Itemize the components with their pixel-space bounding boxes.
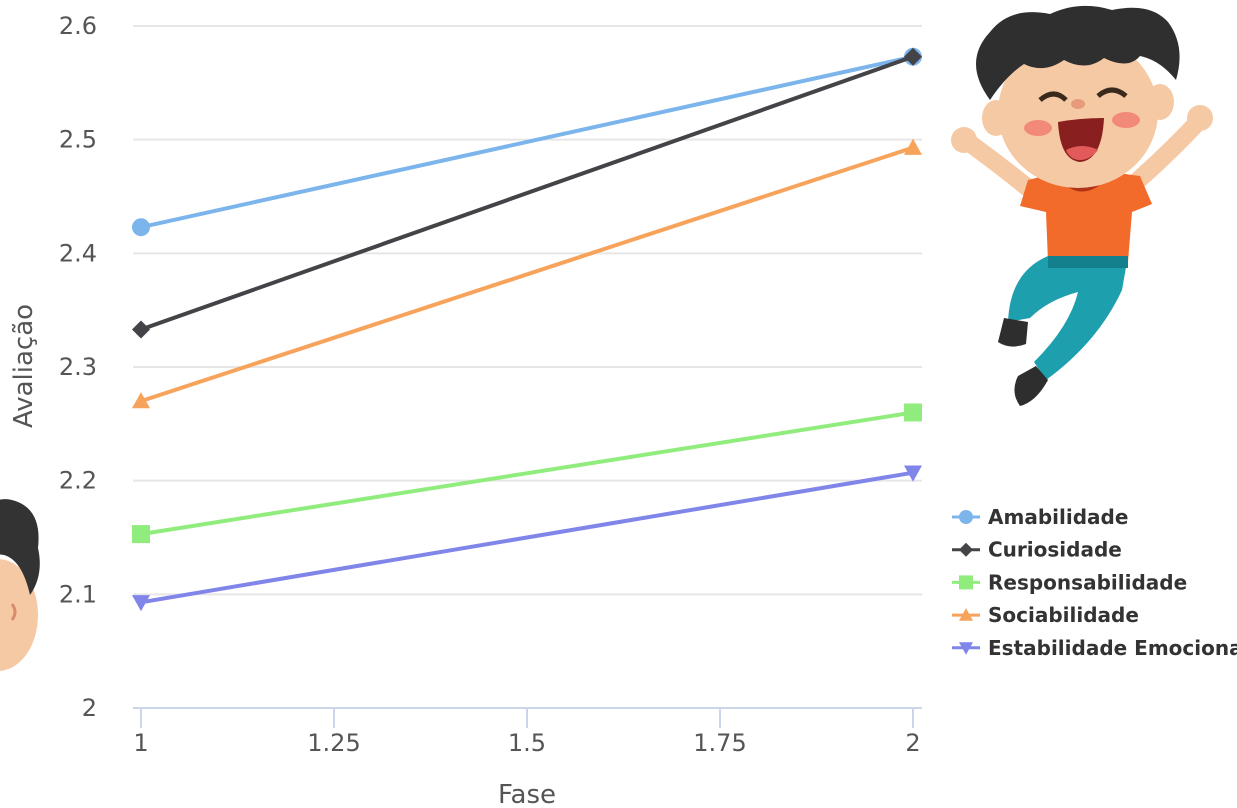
series-line-amabilidade bbox=[139, 54, 915, 230]
y-tick-label: 2.2 bbox=[59, 467, 97, 495]
legend-item-sociabilidade[interactable]: Sociabilidade bbox=[952, 603, 1139, 627]
series-sociabilidade bbox=[132, 138, 922, 409]
data-point-estabilidade-emocional bbox=[132, 595, 150, 612]
legend-item-curiosidade[interactable]: Curiosidade bbox=[952, 538, 1122, 562]
legend-marker bbox=[959, 575, 973, 590]
legend-label: Amabilidade bbox=[988, 505, 1128, 529]
legend-marker bbox=[959, 642, 973, 655]
legend[interactable]: Amabilidade Curiosidade Responsabilidade So… bbox=[952, 505, 1237, 660]
x-tick-label: 2 bbox=[905, 729, 920, 757]
x-axis-ticks: 1 1.25 1.5 1.75 2 bbox=[133, 729, 920, 757]
legend-marker bbox=[959, 510, 973, 524]
legend-marker bbox=[959, 542, 973, 557]
series-line-estabilidade-emocional bbox=[139, 470, 915, 605]
data-point-responsabilidade bbox=[904, 403, 922, 422]
data-point-sociabilidade bbox=[132, 392, 150, 409]
series-estabilidade-emocional bbox=[132, 465, 922, 612]
legend-label: Estabilidade Emocional bbox=[988, 636, 1237, 660]
data-point-sociabilidade bbox=[904, 138, 922, 155]
x-axis-title: Fase bbox=[498, 780, 556, 808]
x-tick-label: 1.5 bbox=[508, 729, 546, 757]
y-tick-label: 2.4 bbox=[59, 239, 97, 267]
data-point-curiosidade bbox=[904, 47, 922, 66]
data-point-curiosidade bbox=[132, 320, 150, 339]
legend-item-estabilidade-emocional[interactable]: Estabilidade Emocional bbox=[952, 636, 1237, 660]
y-tick-label: 2 bbox=[82, 694, 97, 722]
x-tick-label: 1.25 bbox=[307, 729, 360, 757]
series-line-sociabilidade bbox=[139, 145, 915, 404]
x-tick-label: 1.75 bbox=[693, 729, 746, 757]
legend-marker bbox=[959, 608, 973, 621]
series-responsabilidade bbox=[132, 403, 922, 544]
y-tick-label: 2.1 bbox=[59, 580, 97, 608]
series-line-curiosidade bbox=[139, 54, 915, 332]
y-axis-ticks: 2 2.1 2.2 2.3 2.4 2.5 2.6 bbox=[59, 12, 97, 722]
x-tick-label: 1 bbox=[133, 729, 148, 757]
data-point-estabilidade-emocional bbox=[904, 465, 922, 482]
grid-lines bbox=[133, 25, 922, 596]
data-point-responsabilidade bbox=[132, 525, 150, 544]
y-tick-label: 2.6 bbox=[59, 12, 97, 40]
series-amabilidade bbox=[132, 47, 922, 237]
series-group bbox=[132, 47, 922, 612]
data-point-amabilidade bbox=[132, 218, 150, 237]
cheerful-jumping-boy-illustration bbox=[951, 5, 1213, 406]
legend-item-amabilidade[interactable]: Amabilidade bbox=[952, 505, 1128, 529]
series-curiosidade bbox=[132, 47, 922, 339]
legend-label: Sociabilidade bbox=[988, 603, 1139, 627]
legend-label: Curiosidade bbox=[988, 538, 1122, 562]
y-tick-label: 2.3 bbox=[59, 353, 97, 381]
legend-label: Responsabilidade bbox=[988, 570, 1187, 594]
x-axis bbox=[133, 707, 922, 728]
y-axis-title: Avaliação bbox=[9, 304, 39, 428]
series-line-responsabilidade bbox=[139, 410, 915, 537]
boy-face-partial-illustration bbox=[0, 499, 40, 671]
y-tick-label: 2.5 bbox=[59, 126, 97, 154]
legend-item-responsabilidade[interactable]: Responsabilidade bbox=[952, 570, 1187, 594]
